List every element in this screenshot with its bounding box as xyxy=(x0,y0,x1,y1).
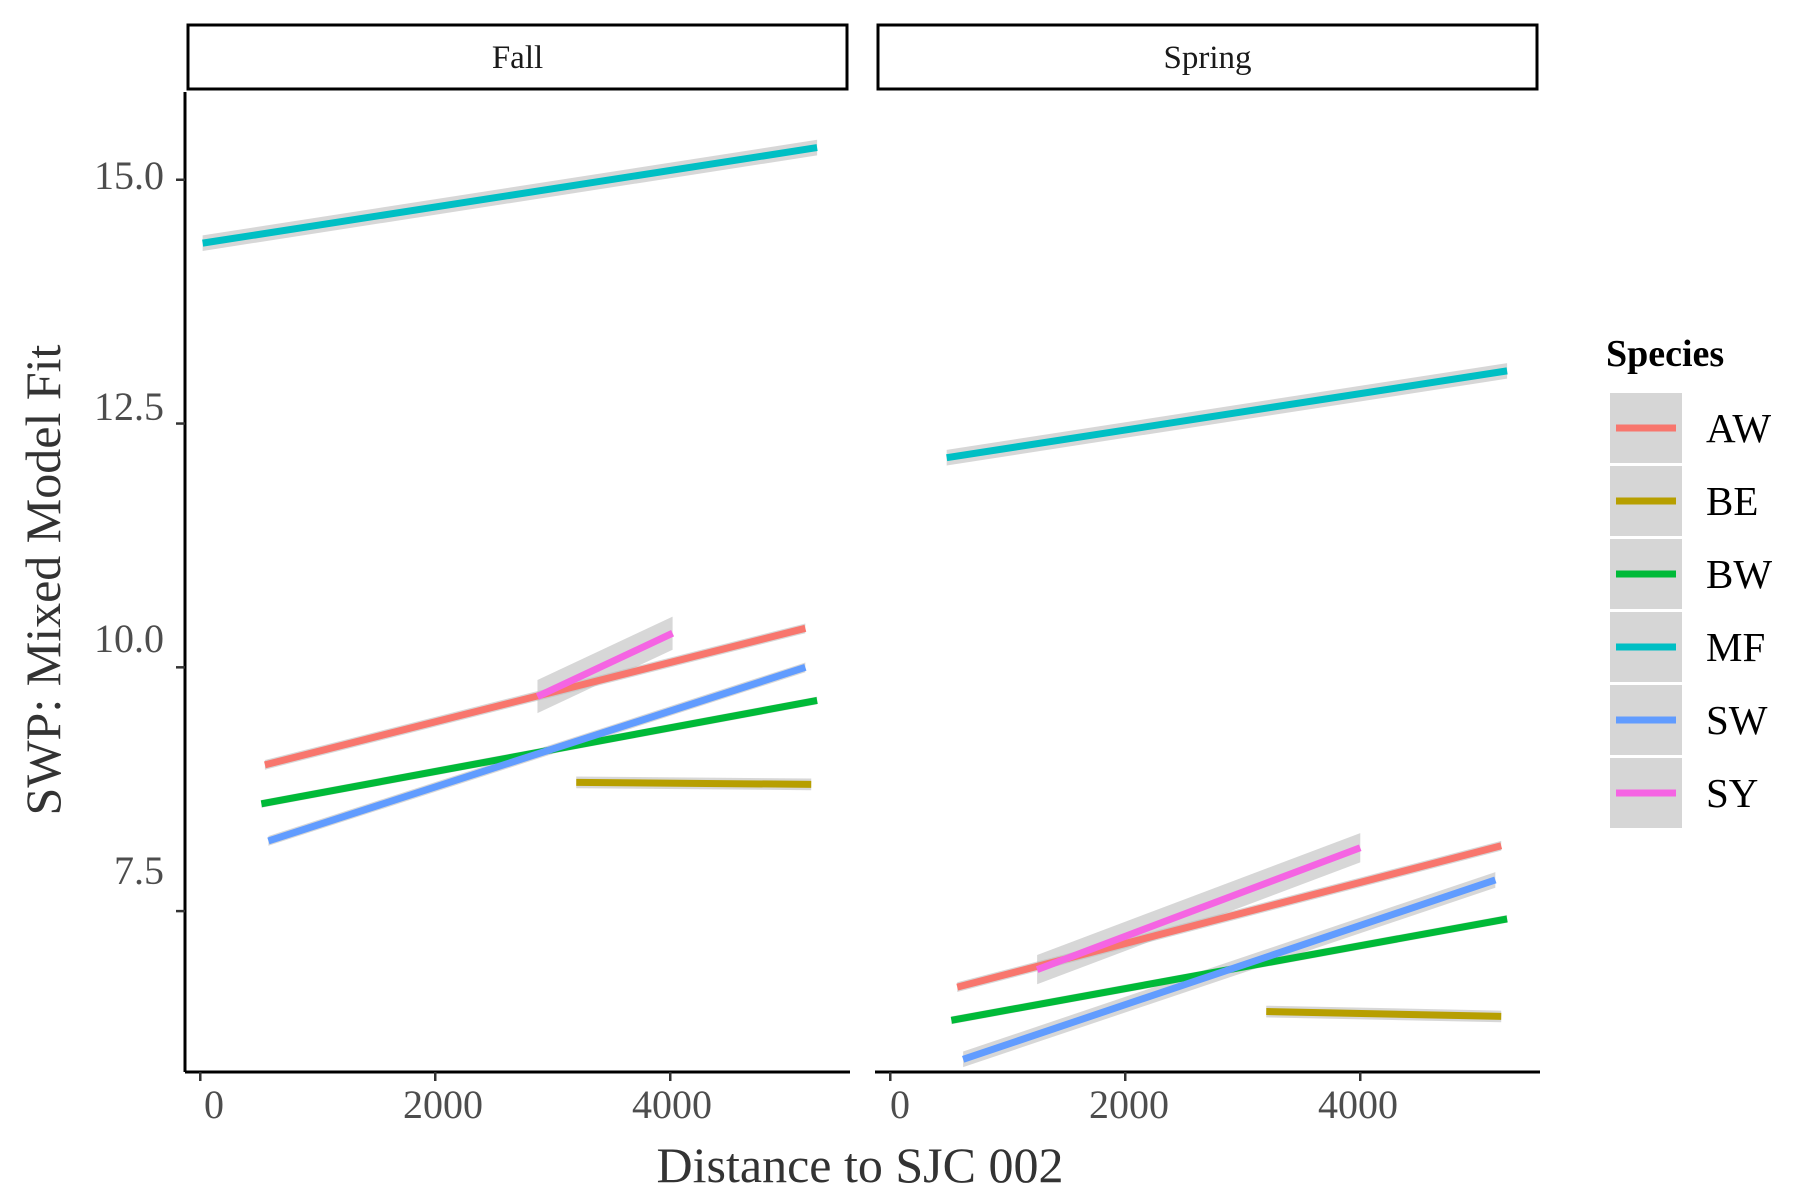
fit-line-be xyxy=(1266,1008,1502,1020)
legend-label: SY xyxy=(1706,770,1758,816)
fit-line-sy xyxy=(535,630,675,700)
y-tick-label: 12.5 xyxy=(94,384,164,429)
fit-line-be xyxy=(576,778,812,788)
x-axis-title: Distance to SJC 002 xyxy=(657,1137,1064,1193)
legend-label: BW xyxy=(1706,551,1772,597)
fit-line-sw xyxy=(962,876,1497,1063)
fit-line-mf xyxy=(946,367,1508,462)
facet-strip xyxy=(186,23,849,91)
fit-line-sy xyxy=(1035,844,1362,973)
x-tick-label: 2000 xyxy=(1089,1082,1169,1127)
facet-strip-label: Fall xyxy=(492,40,543,76)
y-axis-ticks: 7.5 10.0 12.5 15.0 xyxy=(94,153,164,893)
legend-label: AW xyxy=(1706,405,1771,451)
facet-strip-label: Spring xyxy=(1163,40,1251,76)
y-tick-label: 7.5 xyxy=(114,848,164,893)
x-tick-label: 4000 xyxy=(632,1082,712,1127)
legend-title: Species xyxy=(1606,333,1724,375)
legend: Species AW BE BW MF SW SY xyxy=(1606,333,1772,828)
x-tick-label: 0 xyxy=(890,1082,910,1127)
facet-panel-fall: Fall xyxy=(176,23,850,1081)
legend-label: BE xyxy=(1706,478,1758,524)
facet-panel-spring: Spring xyxy=(875,23,1540,1081)
facet-strip xyxy=(876,23,1539,91)
fit-line-mf xyxy=(202,144,818,247)
fit-line-sw xyxy=(267,663,807,845)
legend-label: SW xyxy=(1706,697,1768,743)
x-tick-label: 0 xyxy=(204,1082,224,1127)
fit-line-aw xyxy=(264,624,807,769)
legend-label: MF xyxy=(1706,624,1765,670)
y-axis-title: SWP: Mixed Model Fit xyxy=(15,344,71,815)
x-axis-ticks: 0 2000 4000 0 2000 4000 xyxy=(204,1082,1398,1127)
y-tick-label: 15.0 xyxy=(94,153,164,198)
x-tick-label: 4000 xyxy=(1318,1082,1398,1127)
x-tick-label: 2000 xyxy=(403,1082,483,1127)
y-tick-label: 10.0 xyxy=(94,616,164,661)
